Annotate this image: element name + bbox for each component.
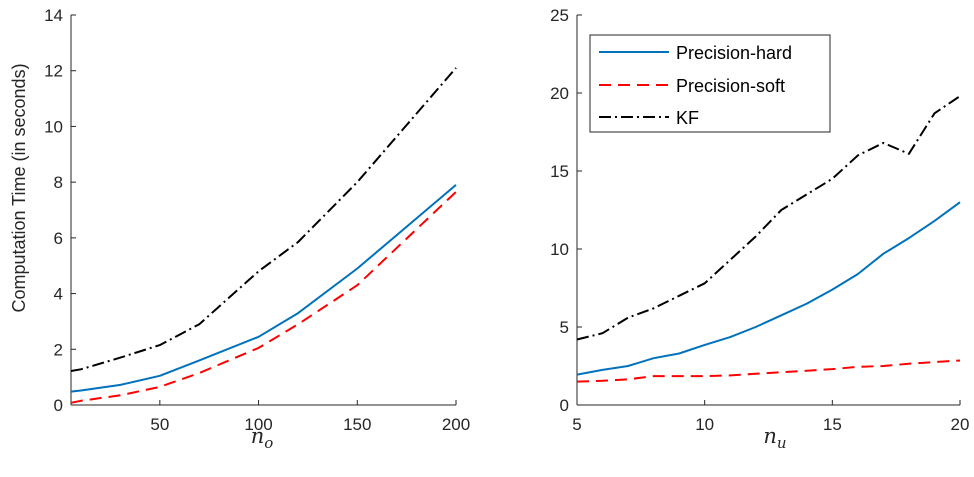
left-x-tick-label: 100	[244, 415, 272, 434]
left-y-tick-label: 12	[44, 62, 63, 81]
left-y-axis-label: Computation Time (in seconds)	[9, 63, 29, 312]
right-y-tick-label: 0	[560, 396, 569, 415]
right-y-tick-label: 15	[550, 162, 569, 181]
right-line-kf	[576, 95, 961, 341]
right-y-tick-label: 25	[550, 6, 569, 25]
right-x-tick-label: 15	[823, 415, 842, 434]
right-x-axis-label: nu	[763, 424, 786, 452]
right-line-precision-soft	[576, 359, 961, 383]
left-line-kf	[70, 67, 457, 372]
right-axes	[576, 14, 961, 406]
legend-label-kf: KF	[676, 108, 699, 128]
left-y-tick-label: 14	[44, 6, 63, 25]
left-tick-labels: 50 100 150 200 0 2 4 6 8 10 12 14	[44, 6, 470, 434]
left-x-axis-label: no	[251, 424, 274, 452]
legend-item-precision-soft: Precision-soft	[599, 76, 785, 96]
left-y-tick-label: 4	[54, 285, 63, 304]
left-line-precision-hard	[70, 184, 457, 393]
left-x-tick-label: 150	[343, 415, 371, 434]
right-x-tick-label: 5	[572, 415, 581, 434]
left-series-lines	[70, 67, 457, 404]
left-y-tick-label: 6	[54, 229, 63, 248]
left-x-tick-label: 200	[442, 415, 470, 434]
legend-item-kf: KF	[599, 108, 699, 128]
right-series-lines	[576, 95, 961, 383]
left-y-tick-label: 2	[54, 340, 63, 359]
legend-item-precision-hard: Precision-hard	[599, 43, 792, 63]
right-x-tick-label: 20	[951, 415, 970, 434]
left-axes	[70, 14, 457, 406]
left-y-tick-label: 8	[54, 173, 63, 192]
right-y-tick-label: 20	[550, 84, 569, 103]
right-x-tick-label: 10	[695, 415, 714, 434]
legend-label-precision-hard: Precision-hard	[676, 43, 792, 63]
right-line-precision-hard	[576, 201, 961, 376]
left-y-tick-label: 0	[54, 396, 63, 415]
left-line-precision-soft	[70, 191, 457, 404]
right-y-tick-label: 10	[550, 240, 569, 259]
left-x-tick-label: 50	[150, 415, 169, 434]
left-chart: 50 100 150 200 0 2 4 6 8 10 12 14 Computation Time …	[9, 6, 470, 452]
left-y-tick-label: 10	[44, 117, 63, 136]
right-y-tick-label: 5	[560, 318, 569, 337]
legend-label-precision-soft: Precision-soft	[676, 76, 785, 96]
legend: Precision-hard Precision-soft KF	[589, 34, 831, 133]
